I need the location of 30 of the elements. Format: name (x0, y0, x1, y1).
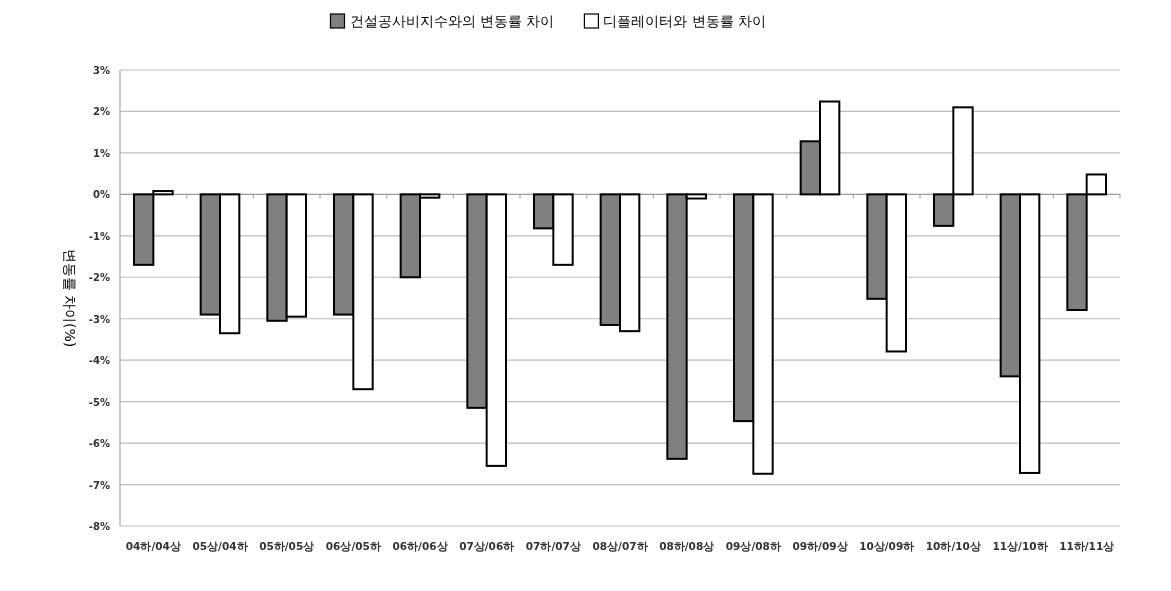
y-tick-label: -1% (88, 230, 110, 242)
x-tick-label: 09상/08하 (725, 540, 781, 552)
x-tick-label: 11상/10하 (992, 540, 1048, 552)
y-tick-label: 3% (93, 65, 110, 76)
x-tick-label: 06하/06상 (392, 540, 448, 552)
y-tick-label: 1% (93, 147, 110, 159)
y-tick-label: -3% (88, 313, 110, 325)
x-tick-label: 11하/11상 (1059, 540, 1115, 552)
x-tick-label: 05상/04하 (192, 540, 248, 552)
x-tick-label: 08상/07하 (592, 540, 648, 552)
y-tick-label: -2% (88, 272, 110, 284)
legend-label: 디플레이터와 변동률 차이 (603, 13, 767, 29)
y-tick-label: -6% (88, 438, 110, 450)
y-tick-label: -7% (88, 479, 110, 491)
x-tick-label: 10하/10상 (925, 540, 981, 552)
x-tick-label: 05하/05상 (259, 540, 315, 552)
y-tick-label: -5% (88, 396, 110, 408)
x-tick-label: 08하/08상 (659, 540, 715, 552)
x-tick-label: 07상/06하 (459, 540, 515, 552)
x-tick-label: 09하/09상 (792, 540, 848, 552)
y-tick-label: 2% (93, 106, 110, 118)
y-tick-label: -4% (88, 355, 110, 367)
x-tick-label: 06상/05하 (325, 540, 381, 552)
x-tick-label: 07하/07상 (525, 540, 581, 552)
x-tick-label: 04하/04상 (125, 540, 181, 552)
x-tick-label: 10상/09하 (859, 540, 915, 552)
legend-label: 건설공사비지수와의 변동률 차이 (349, 13, 555, 29)
y-axis-title: 변동률 차이(%) (62, 248, 78, 348)
y-tick-label: 0% (93, 189, 110, 201)
y-tick-label: -8% (88, 521, 110, 532)
